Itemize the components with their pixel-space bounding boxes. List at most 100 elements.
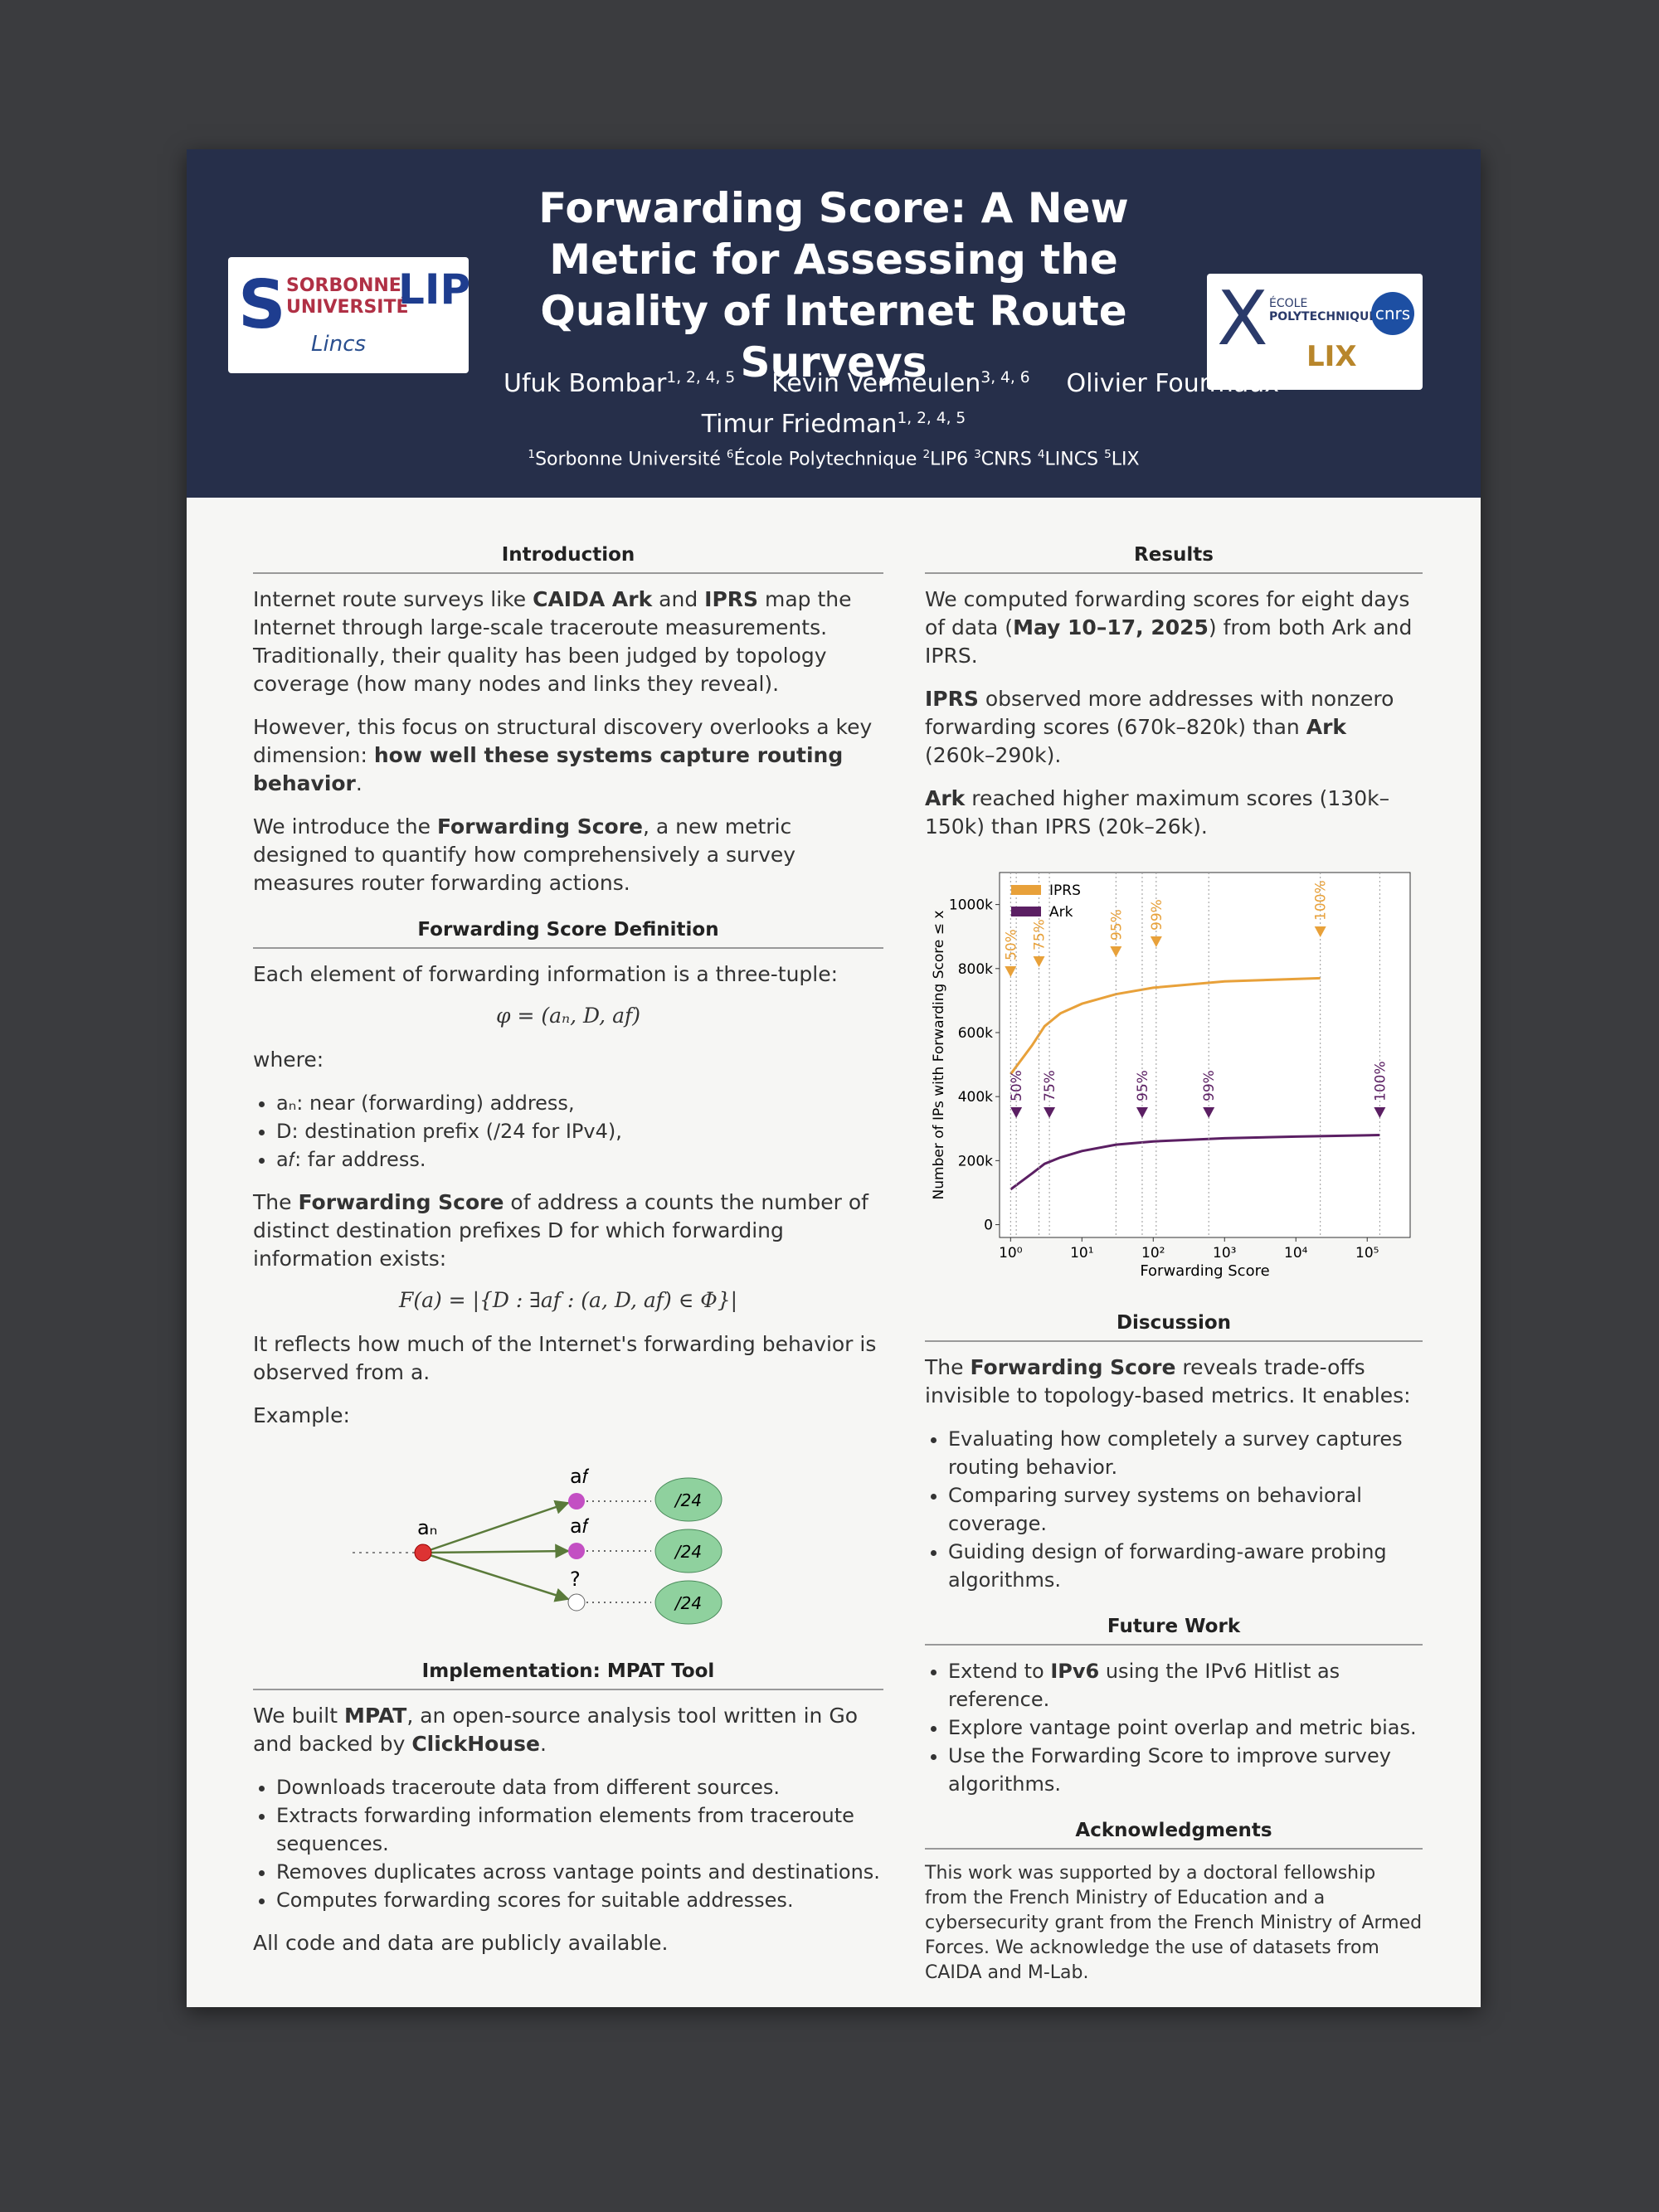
y-tick-label: 200k — [958, 1153, 993, 1169]
bullet: aₙ: near (forwarding) address, — [276, 1089, 883, 1117]
paragraph: The Forwarding Score reveals trade-offs … — [925, 1354, 1423, 1410]
percentile-label: 75% — [1032, 919, 1048, 950]
affiliation-name: LINCS — [1044, 449, 1099, 470]
affiliation-number: 6 — [726, 448, 734, 461]
author: Timur Friedman1, 2, 4, 5 — [702, 410, 966, 439]
text-run: , a new metric designed to quantify how … — [253, 814, 796, 895]
section-heading: Forwarding Score Definition — [253, 919, 883, 949]
logo-text: ÉCOLE — [1269, 297, 1308, 310]
paragraph: IPRS observed more addresses with nonzer… — [925, 685, 1423, 770]
bullet-list: Evaluating how completely a survey captu… — [925, 1425, 1423, 1594]
author-name: Timur Friedman — [701, 410, 898, 439]
paragraph: where: — [253, 1048, 324, 1072]
node-label: aₙ — [417, 1516, 437, 1539]
paragraph: However, this focus on structural discov… — [253, 713, 883, 798]
formula: F(a) = |{D : ∃a𝑓 : (a, D, a𝑓) ∈ Φ}| — [398, 1288, 738, 1312]
author-name: Kevin Vermeulen — [771, 369, 981, 398]
poster: SORBONNE UNIVERSITÉ LIP Lincs S X ÉCOLE … — [187, 149, 1481, 2007]
affiliation-number: 1 — [528, 448, 536, 461]
prefix-label: /24 — [674, 1542, 702, 1562]
bullet: D: destination prefix (/24 for IPv4), — [276, 1117, 883, 1145]
right-column: Results We computed forwarding scores fo… — [925, 523, 1423, 2001]
percentile-marker — [1033, 956, 1045, 967]
text-run: observed more addresses with nonzero for… — [925, 687, 1394, 739]
text-run: reveals trade-offs invisible to topology… — [925, 1355, 1411, 1407]
paragraph: Each element of forwarding information i… — [253, 962, 839, 986]
paragraph: Internet route surveys like CAIDA Ark an… — [253, 586, 883, 698]
text-run: Extend to — [948, 1660, 1051, 1683]
percentile-marker — [1374, 1107, 1386, 1118]
text-run: Use the Forwarding Score to improve surv… — [948, 1744, 1391, 1796]
bold-text: Ark — [1306, 715, 1347, 739]
x-axis-label: Forwarding Score — [1140, 1262, 1269, 1280]
data-line — [1010, 1134, 1380, 1191]
affiliation-name: LIP6 — [930, 449, 969, 470]
percentile-label: 100% — [1372, 1061, 1389, 1101]
legend-label: IPRS — [1049, 882, 1081, 899]
paragraph: Ark reached higher maximum scores (130k–… — [925, 785, 1423, 841]
logo-right: X ÉCOLE POLYTECHNIQUE cnrs LIX — [1207, 274, 1423, 390]
percentile-marker — [1010, 1107, 1023, 1118]
legend-label: Ark — [1049, 904, 1073, 921]
y-tick-label: 800k — [958, 961, 993, 978]
paragraph: All code and data are publicly available… — [253, 1931, 669, 1955]
text-run: of address a counts the number of distin… — [253, 1190, 868, 1271]
x-tick-label: 10⁰ — [999, 1245, 1023, 1262]
authors: Ufuk Bombar1, 2, 4, 5 Kevin Vermeulen3, 4… — [485, 361, 1328, 442]
section-heading: Implementation: MPAT Tool — [253, 1660, 883, 1690]
paragraph: We introduce the Forwarding Score, a new… — [253, 813, 883, 897]
logo-text: LIP — [398, 265, 471, 314]
percentile-marker — [1110, 946, 1122, 957]
paragraph: The Forwarding Score of address a counts… — [253, 1189, 883, 1273]
affiliation-name: École Polytechnique — [733, 449, 917, 470]
bold-text: IPRS — [704, 587, 759, 611]
percentile-marker — [1203, 1107, 1215, 1118]
percentile-label: 95% — [1135, 1070, 1151, 1101]
legend-swatch — [1011, 885, 1041, 895]
x-tick-label: 10¹ — [1070, 1245, 1093, 1262]
affiliation-number: 5 — [1104, 448, 1112, 461]
logo-text: UNIVERSITÉ — [286, 297, 409, 318]
bullet: Evaluating how completely a survey captu… — [948, 1425, 1423, 1481]
y-tick-label: 0 — [984, 1218, 993, 1234]
text-run: We introduce the — [253, 814, 437, 839]
bullet-list: Downloads traceroute data from different… — [253, 1773, 883, 1914]
text-run: We computed forwarding scores for eight … — [925, 587, 1410, 639]
text-run: Explore vantage point overlap and metric… — [948, 1716, 1417, 1739]
bold-text: Forwarding Score — [970, 1355, 1176, 1379]
bold-text: IPv6 — [1050, 1660, 1100, 1683]
author: Olivier Fourmaux1, 2, 4 — [1067, 369, 1329, 398]
author-affiliation: 1, 2, 4, 5 — [666, 369, 736, 386]
plot-area — [999, 872, 1411, 1238]
bullet: Extend to IPv6 using the IPv6 Hitlist as… — [948, 1657, 1423, 1714]
paragraph: This work was supported by a doctoral fe… — [925, 1863, 1423, 1983]
logo-text: SORBONNE — [286, 275, 401, 296]
bullet: Comparing survey systems on behavioral c… — [948, 1481, 1423, 1538]
logo-text: cnrs — [1371, 292, 1414, 335]
author-name: Olivier Fourmaux — [1066, 369, 1279, 398]
bold-text: Ark — [925, 786, 966, 810]
text-run: reached higher maximum scores (130k–150k… — [925, 786, 1390, 839]
bullet: Computes forwarding scores for suitable … — [276, 1886, 883, 1914]
affiliation-name: CNRS — [980, 449, 1032, 470]
bold-text: MPAT — [343, 1704, 407, 1728]
text-run: using the IPv6 Hitlist as reference. — [948, 1660, 1340, 1711]
section-heading: Discussion — [925, 1312, 1423, 1342]
percentile-label: 95% — [1108, 909, 1125, 941]
text-run: , an open-source analysis tool written i… — [253, 1704, 859, 1756]
section-heading: Acknowledgments — [925, 1820, 1423, 1850]
x-tick-label: 10³ — [1213, 1245, 1236, 1262]
bullet: Extracts forwarding information elements… — [276, 1801, 883, 1858]
logo-left: SORBONNE UNIVERSITÉ LIP Lincs S — [228, 257, 471, 373]
prefix-label: /24 — [674, 1593, 702, 1613]
percentile-marker — [1150, 936, 1162, 947]
affiliations: 1Sorbonne Université 6École Polytechniqu… — [435, 448, 1232, 469]
bullet: Use the Forwarding Score to improve surv… — [948, 1742, 1423, 1798]
bold-text: May 10–17, 2025 — [1013, 615, 1209, 639]
x-tick-label: 10² — [1141, 1245, 1165, 1262]
bullet: Downloads traceroute data from different… — [276, 1773, 883, 1801]
percentile-label: 50% — [1003, 929, 1019, 960]
text-run: The — [253, 1190, 299, 1214]
bold-text: CAIDA Ark — [533, 587, 653, 611]
